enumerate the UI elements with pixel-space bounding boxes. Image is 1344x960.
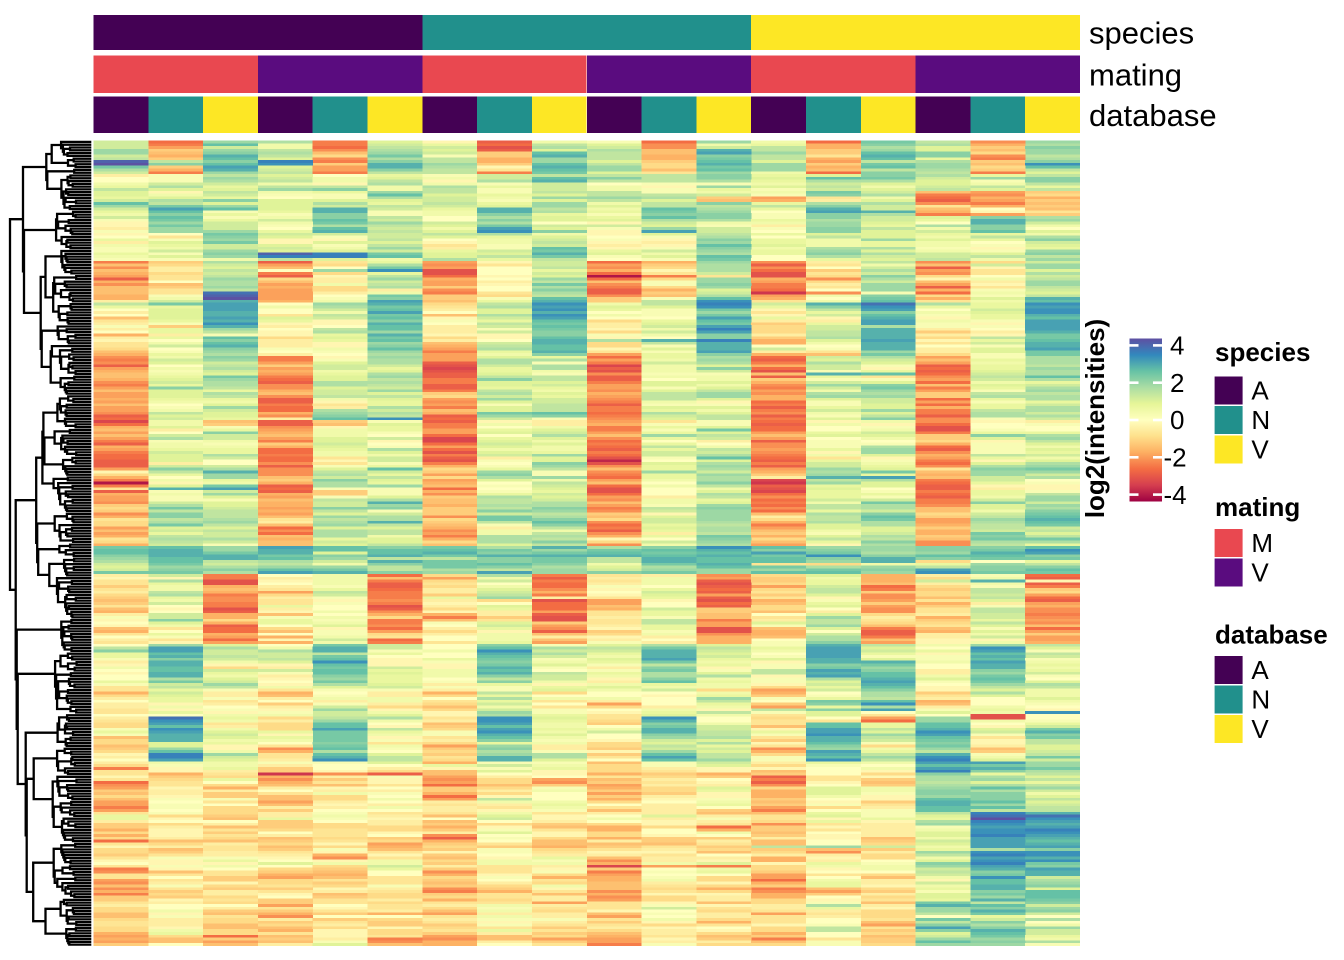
svg-text:log2(intensities): log2(intensities) — [1080, 319, 1110, 518]
svg-text:N: N — [1251, 685, 1270, 715]
svg-text:2: 2 — [1170, 368, 1184, 398]
svg-text:0: 0 — [1170, 405, 1184, 435]
svg-text:database: database — [1089, 98, 1217, 133]
svg-text:-2: -2 — [1164, 443, 1187, 473]
svg-text:-4: -4 — [1164, 480, 1187, 510]
svg-text:V: V — [1251, 714, 1269, 744]
svg-text:species: species — [1215, 337, 1310, 367]
svg-text:mating: mating — [1215, 492, 1300, 522]
svg-text:N: N — [1251, 405, 1270, 435]
svg-text:A: A — [1251, 655, 1269, 685]
svg-text:V: V — [1251, 435, 1269, 465]
svg-text:M: M — [1251, 528, 1273, 558]
svg-text:species: species — [1089, 16, 1194, 51]
svg-text:V: V — [1251, 558, 1269, 588]
svg-text:4: 4 — [1170, 331, 1184, 361]
svg-text:database: database — [1215, 620, 1328, 650]
svg-text:A: A — [1251, 376, 1269, 406]
svg-text:mating: mating — [1089, 57, 1182, 92]
